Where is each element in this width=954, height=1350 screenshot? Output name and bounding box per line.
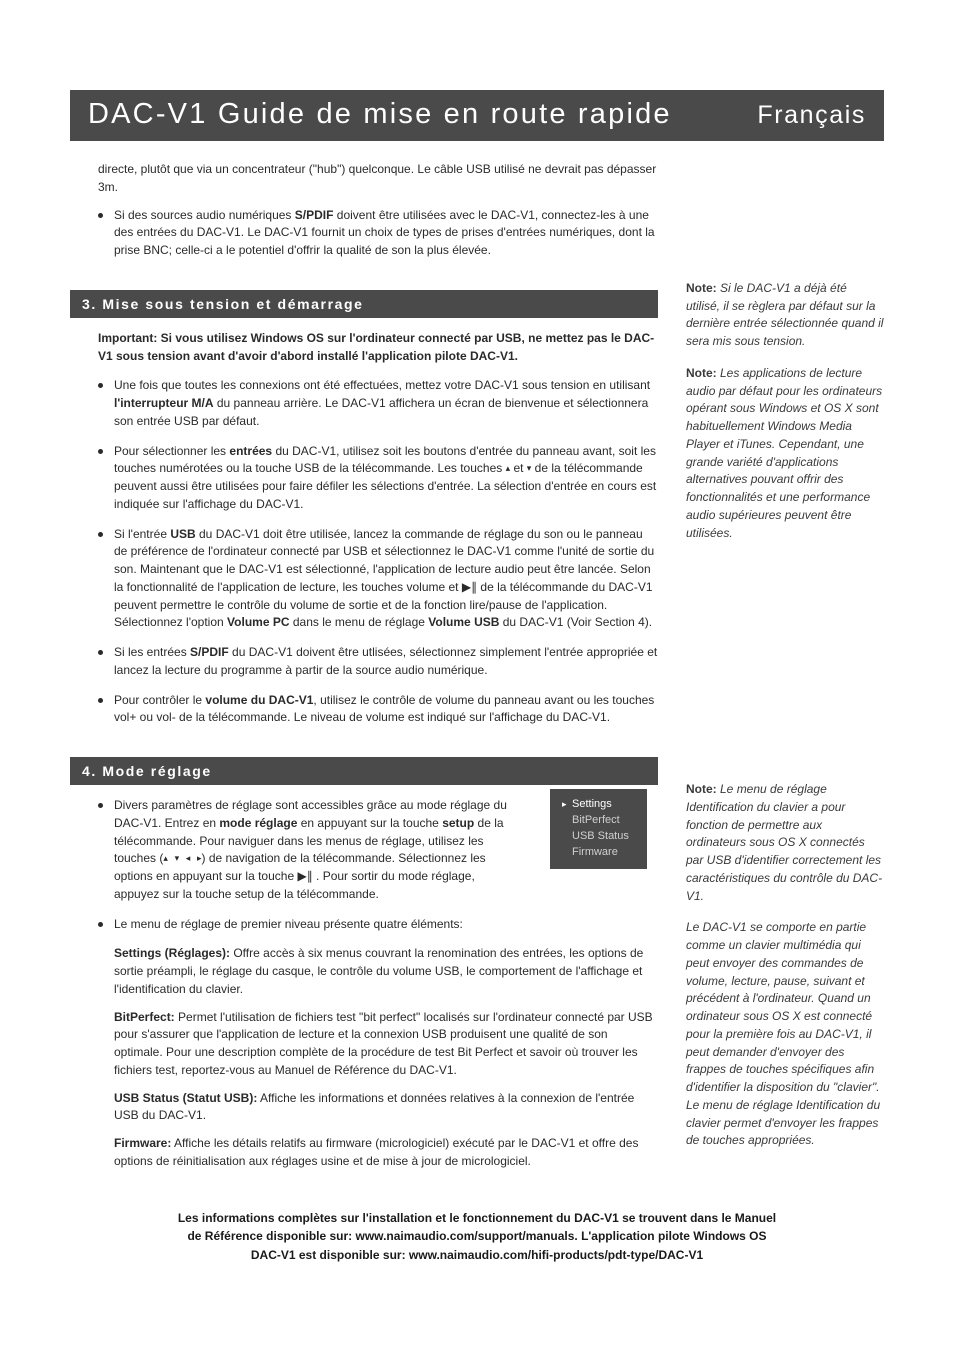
down-icon: ▾	[175, 853, 180, 863]
section-3-intro: Important: Si vous utilisez Windows OS s…	[98, 330, 658, 366]
side-note: Note: Les applications de lecture audio …	[686, 365, 884, 543]
list-item: Si des sources audio numériques S/PDIF d…	[98, 207, 658, 260]
list-item: Le menu de réglage de premier niveau pré…	[98, 916, 658, 934]
bitperfect-desc: BitPerfect: Permet l'utilisation de fich…	[114, 1009, 658, 1080]
list-item: Une fois que toutes les connexions ont é…	[98, 377, 658, 430]
doc-language: Français	[757, 101, 866, 130]
list-item: Pour contrôler le volume du DAC-V1, util…	[98, 692, 658, 728]
side-note: Note: Le menu de réglage Identification …	[686, 781, 884, 905]
side-note: Note: Si le DAC-V1 a déjà été utilisé, i…	[686, 280, 884, 351]
left-icon: ◂	[186, 853, 191, 863]
side-note: Le DAC-V1 se comporte en partie comme un…	[686, 919, 884, 1150]
list-item: Si les entrées S/PDIF du DAC-V1 doivent …	[98, 644, 658, 680]
settings-menu-illustration: ▸Settings BitPerfect USB Status Firmware	[550, 789, 647, 869]
section-3-heading: 3. Mise sous tension et démarrage	[70, 290, 658, 318]
menu-row: ▸Settings	[562, 797, 629, 813]
continuation-text: directe, plutôt que via un concentrateur…	[98, 161, 658, 197]
title-bar: DAC-V1 Guide de mise en route rapide Fra…	[70, 90, 884, 141]
menu-row: USB Status	[562, 829, 629, 845]
menu-row: BitPerfect	[562, 813, 629, 829]
cursor-icon: ▸	[562, 798, 572, 811]
list-item: Si l'entrée USB du DAC-V1 doit être util…	[98, 526, 658, 633]
playpause-icon: ▶∥	[297, 869, 312, 883]
up-icon: ▴	[163, 853, 168, 863]
playpause-icon: ▶∥	[462, 580, 477, 594]
doc-title: DAC-V1 Guide de mise en route rapide	[88, 98, 672, 131]
menu-row: Firmware	[562, 845, 629, 861]
section-4-heading: 4. Mode réglage	[70, 757, 658, 785]
usbstatus-desc: USB Status (Statut USB): Affiche les inf…	[114, 1090, 658, 1126]
list-item: Pour sélectionner les entrées du DAC-V1,…	[98, 443, 658, 514]
settings-desc: Settings (Réglages): Offre accès à six m…	[114, 945, 658, 998]
footer: Les informations complètes sur l'install…	[70, 1209, 884, 1265]
firmware-desc: Firmware: Affiche les détails relatifs a…	[114, 1135, 658, 1171]
